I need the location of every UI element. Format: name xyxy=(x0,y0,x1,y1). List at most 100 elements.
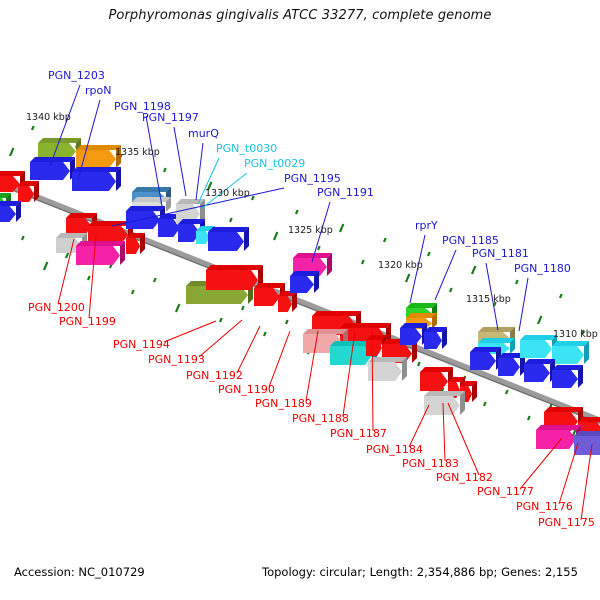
feat-gray-b[interactable] xyxy=(368,357,407,381)
gene-label[interactable]: PGN_1180 xyxy=(514,262,571,275)
gene-label[interactable]: PGN_1192 xyxy=(186,369,243,382)
gene-label[interactable]: PGN_1189 xyxy=(255,397,312,410)
feat-blue-o1[interactable] xyxy=(400,323,427,345)
feature-top-face xyxy=(368,357,407,362)
feat-blue-n[interactable] xyxy=(290,271,319,293)
gene-label[interactable]: PGN_1199 xyxy=(59,315,116,328)
accession-text: Accession: NC_010729 xyxy=(14,565,145,579)
feature-top-face xyxy=(132,197,171,202)
feature-front-face xyxy=(76,150,116,168)
feature-top-face xyxy=(178,219,205,224)
tick-dash xyxy=(526,415,531,421)
tick-dash xyxy=(8,147,15,157)
genome-map-canvas[interactable]: 1340 kbp 1335 kbp 1330 kbp 1325 kbp 1320 kbp… xyxy=(0,0,600,545)
gene-label[interactable]: PGN_1198 xyxy=(114,100,171,113)
gene-feature-layer[interactable] xyxy=(0,138,600,455)
gene-label[interactable]: PGN_1200 xyxy=(28,301,85,314)
gene-label[interactable]: PGN_1185 xyxy=(442,234,499,247)
feat-blue-p4[interactable] xyxy=(552,365,583,388)
gene-leader-line xyxy=(408,404,430,448)
gene-leader-line xyxy=(198,319,243,358)
gene-label[interactable]: PGN_1194 xyxy=(113,338,170,351)
feature-front-face xyxy=(158,219,180,237)
tick-dash xyxy=(404,273,411,283)
gene-label[interactable]: PGN_1197 xyxy=(142,111,199,124)
feat-red-c[interactable] xyxy=(126,233,145,254)
feat-blue-p2[interactable] xyxy=(498,353,525,376)
trna-label[interactable]: PGN_t0029 xyxy=(244,157,305,170)
gene-label[interactable]: PGN_1183 xyxy=(402,457,459,470)
gene-label[interactable]: PGN_1175 xyxy=(538,516,595,529)
gene-label[interactable]: rpoN xyxy=(85,84,111,97)
gene-label[interactable]: PGN_1193 xyxy=(148,353,205,366)
gene-label[interactable]: PGN_1191 xyxy=(317,186,374,199)
gene-label[interactable]: murQ xyxy=(188,127,219,140)
gene-label[interactable]: rprY xyxy=(415,219,438,232)
gene-label[interactable]: PGN_1181 xyxy=(472,247,529,260)
gene-leader-line xyxy=(371,330,374,432)
feat-blue-m4[interactable] xyxy=(208,227,249,251)
feature-top-face xyxy=(552,365,583,370)
gene-leader-line xyxy=(111,187,285,227)
gene-leader-line xyxy=(409,234,426,304)
feature-top-face xyxy=(400,323,427,328)
feature-top-face xyxy=(366,335,387,340)
feat-red-e[interactable] xyxy=(278,291,297,312)
feat-cyan-big1[interactable] xyxy=(520,335,557,358)
tick-dash xyxy=(262,331,267,337)
feature-top-face xyxy=(406,303,437,308)
feat-cyan-big2[interactable] xyxy=(552,341,589,364)
feat-blue-p1[interactable] xyxy=(470,347,501,370)
feature-top-face xyxy=(66,213,97,218)
gene-label[interactable]: PGN_1187 xyxy=(330,427,387,440)
gene-leader-line xyxy=(580,443,593,521)
gene-label[interactable]: PGN_1177 xyxy=(477,485,534,498)
gene-label[interactable]: PGN_1184 xyxy=(366,443,423,456)
ruler-tick-label: 1320 kbp xyxy=(378,260,423,271)
tick-dash xyxy=(536,315,543,325)
tick-dash xyxy=(218,317,223,323)
gene-leader-line xyxy=(163,320,217,343)
feature-side-face xyxy=(578,365,583,388)
feature-top-face xyxy=(498,353,525,358)
tick-dash xyxy=(30,125,35,131)
feature-front-face xyxy=(254,288,280,306)
gene-leader-line xyxy=(305,330,319,402)
gene-label[interactable]: PGN_1203 xyxy=(48,69,105,82)
feat-top-blue2[interactable] xyxy=(72,167,121,191)
trna-label[interactable]: PGN_t0030 xyxy=(216,142,277,155)
gene-label[interactable]: PGN_1182 xyxy=(436,471,493,484)
ruler-tick-label: 1335 kbp xyxy=(115,147,160,158)
feat-edge-red2[interactable] xyxy=(18,181,39,202)
feat-red-l[interactable] xyxy=(460,381,477,402)
gene-label[interactable]: PGN_1176 xyxy=(516,500,573,513)
feature-top-face xyxy=(478,327,515,332)
feat-blue-o2[interactable] xyxy=(424,327,447,349)
feat-magenta-a[interactable] xyxy=(76,241,125,265)
feature-top-face xyxy=(290,271,319,276)
leader-line-layer xyxy=(49,84,593,521)
feature-side-face xyxy=(460,391,465,415)
gene-leader-line xyxy=(57,238,75,305)
ruler-tick-label: 1325 kbp xyxy=(288,225,333,236)
ruler-tick-label: 1340 kbp xyxy=(26,112,71,123)
feat-gray-c[interactable] xyxy=(424,391,465,415)
feature-side-face xyxy=(120,241,125,265)
feat-edge-red1[interactable] xyxy=(0,171,25,192)
tick-dash xyxy=(174,303,181,313)
feature-front-face xyxy=(552,370,578,388)
gene-leader-line xyxy=(342,330,356,417)
feat-top-orange[interactable] xyxy=(76,145,121,168)
feat-edge-blue[interactable] xyxy=(0,201,21,222)
gene-label[interactable]: PGN_1190 xyxy=(218,383,275,396)
feature-top-face xyxy=(72,167,121,172)
gene-label[interactable]: PGN_1195 xyxy=(284,172,341,185)
gene-label[interactable]: PGN_1188 xyxy=(292,412,349,425)
feat-purple[interactable] xyxy=(574,431,600,455)
feature-top-face xyxy=(340,323,391,328)
feat-blue-p3[interactable] xyxy=(524,359,555,382)
feature-front-face xyxy=(88,226,128,244)
tick-dash xyxy=(228,217,233,223)
